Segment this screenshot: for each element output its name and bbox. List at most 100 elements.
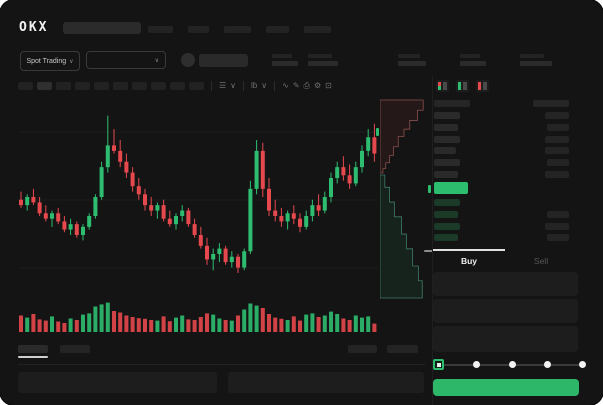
ticker-stat (520, 54, 552, 66)
search-input[interactable] (63, 22, 141, 34)
bottom-tab[interactable] (60, 345, 90, 353)
 (478, 86, 481, 88)
buy-tab-indicator (433, 249, 505, 251)
orderbook-price-cell[interactable] (434, 147, 456, 155)
 (478, 84, 481, 86)
stat-value (460, 61, 486, 66)
slider-stop[interactable] (508, 360, 516, 368)
orderbook-amount-cell[interactable] (547, 123, 569, 131)
buy-button[interactable] (433, 379, 579, 396)
chart-last-price-tick (376, 128, 379, 136)
interval-button[interactable] (113, 82, 128, 90)
bottom-link[interactable] (387, 345, 418, 353)
 (483, 86, 487, 88)
interval-button[interactable] (18, 82, 33, 90)
draw-icon[interactable]: ✎ (292, 81, 300, 90)
orders-panel-placeholder[interactable] (18, 372, 217, 393)
book-asks-view-icon[interactable] (476, 80, 489, 92)
candle-style-chevron-icon[interactable]: ∨ (230, 81, 237, 90)
overlay-icon[interactable]: Ɩɓ (251, 81, 258, 90)
nav-item[interactable] (224, 26, 251, 33)
 (478, 84, 487, 86)
candlestick-chart[interactable] (18, 96, 378, 302)
orderbook-amount-cell[interactable] (547, 210, 569, 218)
orderbook-amount-cell[interactable] (545, 147, 569, 155)
orderbook-price-cell[interactable] (434, 135, 460, 143)
settings-gear-icon[interactable]: ⚙ (313, 81, 322, 90)
orderbook-price-cell[interactable] (434, 112, 460, 119)
depth-mid-marker (424, 250, 433, 252)
orderbook-price-header (434, 100, 470, 107)
 (478, 82, 487, 84)
account-button[interactable] (199, 54, 248, 67)
book-combined-view-icon[interactable] (436, 80, 449, 92)
interval-button[interactable] (189, 82, 204, 90)
orderbook-amount-cell[interactable] (547, 234, 569, 242)
 (478, 86, 487, 88)
orderbook-price-cell[interactable] (434, 171, 458, 178)
orderbook-price-cell[interactable] (434, 199, 460, 206)
tab-sell[interactable]: Sell (533, 256, 549, 266)
divider (211, 81, 212, 91)
interval-button[interactable] (94, 82, 109, 90)
chart-toolbar: ☰ ∨ Ɩɓ ∨ ∿ ✎ ⎙ ⚙ ⊡ (18, 81, 332, 91)
ticker-stat (272, 54, 298, 66)
orderbook-amount-cell[interactable] (545, 112, 569, 119)
 (438, 82, 441, 84)
 (458, 86, 467, 88)
market-type-selector[interactable]: Spot Trading ∨ (20, 51, 80, 71)
nav-item[interactable] (304, 26, 331, 33)
orderbook-amount-cell[interactable] (545, 171, 569, 178)
market-type-label: Spot Trading (26, 57, 67, 65)
slider-stop[interactable] (579, 360, 586, 368)
amount-slider-handle[interactable] (433, 359, 444, 370)
interval-button[interactable] (151, 82, 166, 90)
slider-stop[interactable] (543, 360, 551, 368)
orderbook-price-cell[interactable] (434, 234, 458, 242)
total-input[interactable] (433, 326, 578, 352)
overlay-chevron-icon[interactable]: ∨ (261, 81, 268, 90)
okx-logo[interactable]: OKX (19, 20, 49, 35)
slider-stop[interactable] (473, 360, 481, 368)
interval-button[interactable] (56, 82, 71, 90)
price-input[interactable] (433, 272, 578, 296)
interval-button[interactable] (132, 82, 147, 90)
line-tool-icon[interactable]: ∿ (282, 81, 289, 90)
amount-input[interactable] (433, 299, 578, 323)
orderbook-price-cell[interactable] (434, 210, 458, 218)
orderbook-price-cell[interactable] (434, 222, 460, 230)
 (458, 84, 467, 86)
book-bids-view-icon[interactable] (456, 80, 469, 92)
 (438, 86, 441, 88)
nav-item[interactable] (148, 26, 173, 33)
orderbook-amount-cell[interactable] (545, 222, 569, 230)
tab-buy[interactable]: Buy (460, 256, 478, 266)
depth-last-price-tick (428, 185, 431, 193)
 (478, 88, 487, 90)
bottom-tab-active[interactable] (18, 345, 48, 353)
bottom-link[interactable] (348, 345, 377, 353)
orderbook-price-cell[interactable] (434, 123, 458, 131)
nav-item[interactable] (266, 26, 289, 33)
top-nav (148, 26, 331, 33)
history-panel-placeholder[interactable] (228, 372, 424, 393)
fullscreen-icon[interactable]: ⊡ (325, 81, 332, 90)
camera-icon[interactable]: ⎙ (303, 81, 310, 90)
stat-label (272, 54, 292, 58)
orderbook-amount-cell[interactable] (547, 159, 569, 167)
orderbook-price-cell[interactable] (434, 159, 460, 167)
 (458, 88, 467, 90)
last-price-badge[interactable] (434, 182, 468, 194)
avatar[interactable] (181, 53, 195, 67)
 (483, 82, 487, 84)
interval-button[interactable] (170, 82, 185, 90)
nav-item[interactable] (188, 26, 209, 33)
volume-chart (19, 302, 377, 332)
interval-button[interactable] (37, 82, 52, 90)
pair-selector[interactable]: ∨ (86, 51, 166, 69)
orderbook-view-toggles (436, 80, 489, 92)
candle-style-icon[interactable]: ☰ (219, 81, 227, 90)
interval-button[interactable] (75, 82, 90, 90)
orderbook-amount-cell[interactable] (545, 135, 569, 143)
 (438, 84, 441, 86)
